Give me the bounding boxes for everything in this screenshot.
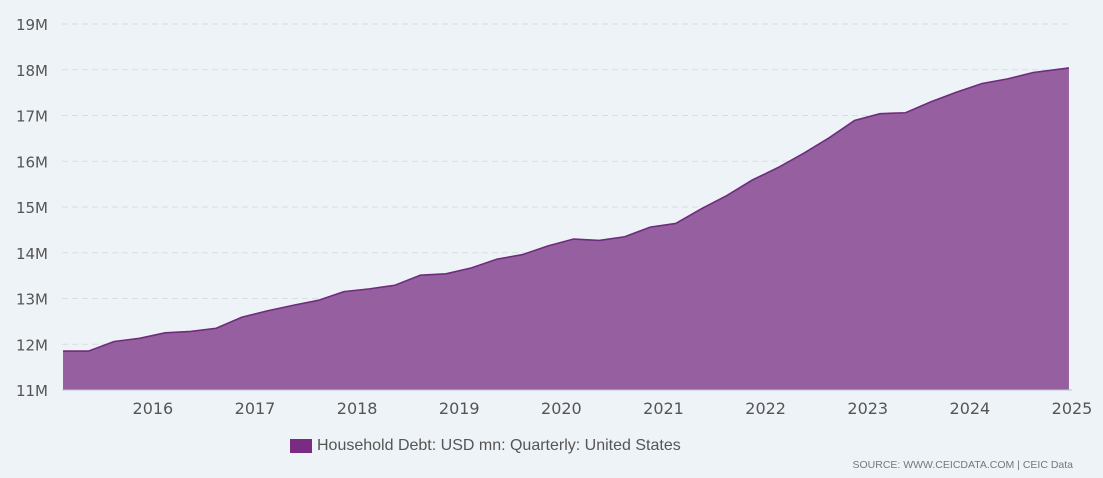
area-fill — [63, 67, 1069, 391]
x-tick-label: 2025 — [1052, 399, 1093, 418]
y-tick-label: 11M — [16, 382, 48, 400]
y-tick-label: 19M — [16, 16, 48, 34]
x-tick-label: 2021 — [643, 399, 684, 418]
x-tick-label: 2016 — [133, 399, 174, 418]
x-tick-label: 2023 — [847, 399, 888, 418]
y-axis-ticks: 11M 12M 13M 14M 15M 16M 17M 18M 19M — [16, 16, 48, 400]
series-line[interactable] — [63, 67, 1070, 352]
legend-swatch — [290, 439, 312, 453]
x-tick-label: 2024 — [950, 399, 991, 418]
x-axis-ticks: 2016 2017 2018 2019 2020 2021 2022 2023 2024 2025 — [133, 399, 1093, 418]
y-tick-label: 12M — [16, 336, 48, 354]
legend-label: Household Debt: USD mn: Quarterly: Unite… — [317, 437, 681, 454]
x-tick-label: 2022 — [745, 399, 786, 418]
x-tick-label: 2018 — [337, 399, 378, 418]
source-credit[interactable]: SOURCE: WWW.CEICDATA.COM | CEIC Data — [852, 459, 1073, 471]
y-tick-label: 16M — [16, 153, 48, 171]
legend[interactable]: Household Debt: USD mn: Quarterly: Unite… — [290, 437, 681, 455]
x-tick-label: 2019 — [439, 399, 480, 418]
x-tick-label: 2020 — [541, 399, 582, 418]
y-tick-label: 13M — [16, 291, 48, 309]
y-tick-label: 14M — [16, 245, 48, 263]
y-tick-label: 17M — [16, 108, 48, 126]
area-layer — [63, 67, 1070, 391]
y-tick-label: 15M — [16, 199, 48, 217]
y-tick-label: 18M — [16, 62, 48, 80]
x-tick-label: 2017 — [235, 399, 276, 418]
